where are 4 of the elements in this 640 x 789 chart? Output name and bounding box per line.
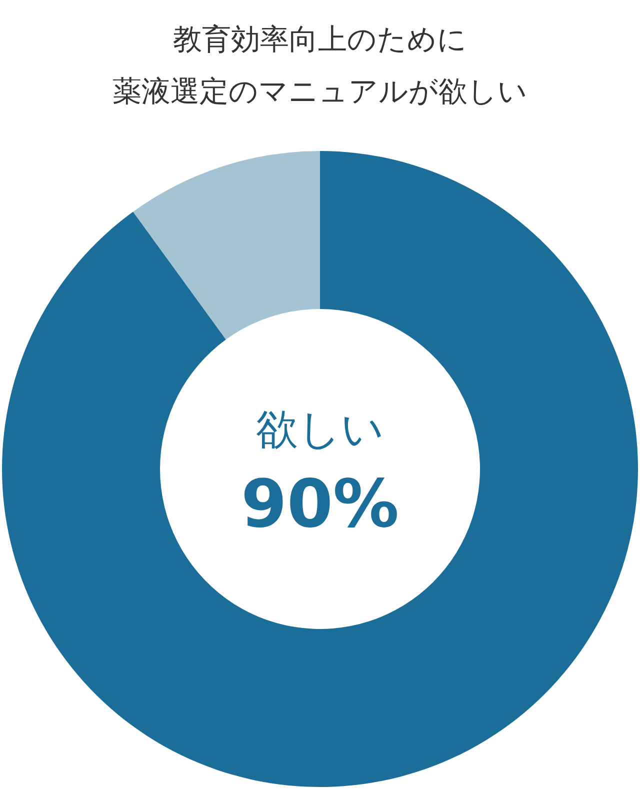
- chart-title: 教育効率向上のために: [173, 22, 467, 56]
- slice-label: 欲しい: [256, 404, 384, 454]
- chart-subtitle: 薬液選定のマニュアルが欲しい: [112, 74, 528, 108]
- data-label: 90%: [241, 466, 399, 542]
